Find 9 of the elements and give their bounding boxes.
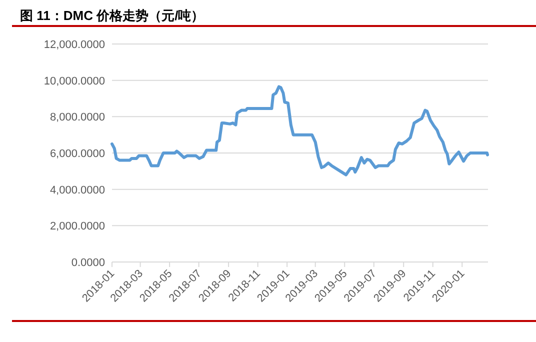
- y-tick-label: 6,000.0000: [50, 148, 105, 160]
- chart-title: 图 11：DMC 价格走势（元/吨）: [20, 8, 204, 23]
- y-tick-label: 8,000.0000: [50, 112, 105, 124]
- y-tick-label: 12,000.0000: [44, 39, 105, 51]
- y-tick-label: 10,000.0000: [44, 75, 105, 88]
- y-tick-label: 4,000.0000: [50, 184, 105, 196]
- y-tick-label: 0.0000: [71, 257, 105, 269]
- y-tick-label: 2,000.0000: [50, 220, 105, 233]
- line-series: [110, 85, 490, 176]
